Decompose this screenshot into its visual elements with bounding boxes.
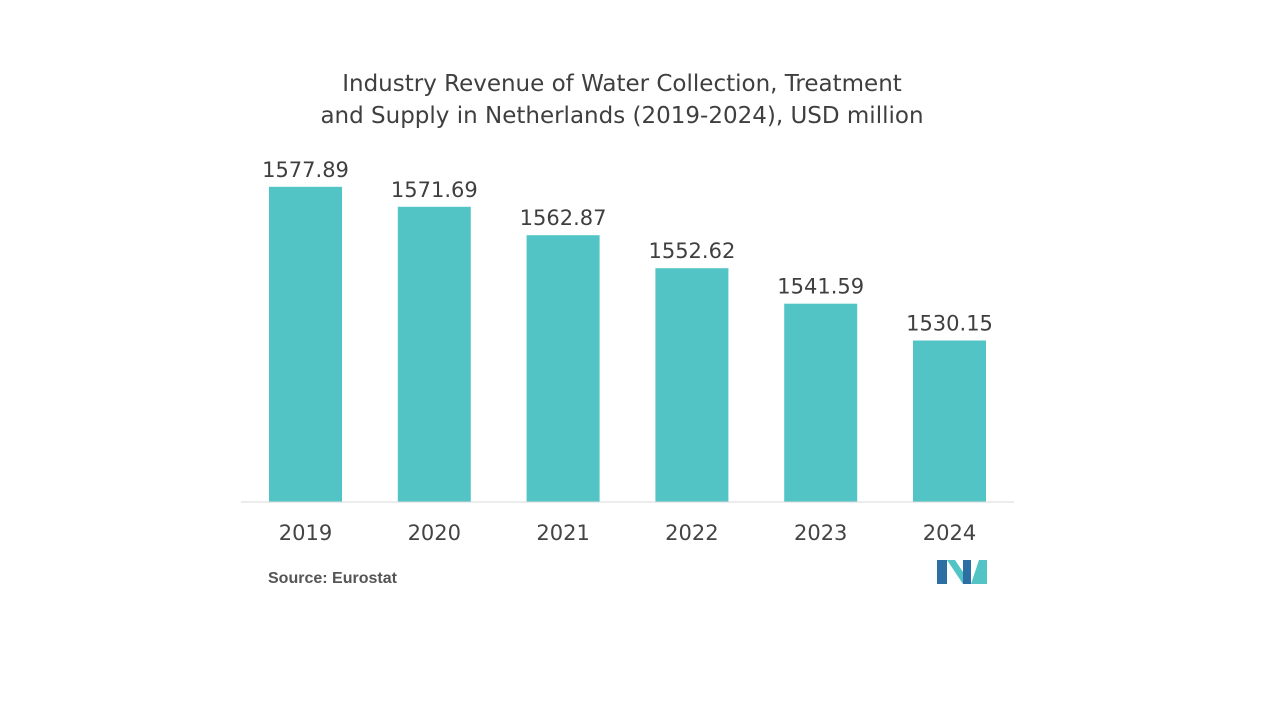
data-label-2019: 1577.89: [262, 158, 349, 182]
x-tick-label-2023: 2023: [794, 521, 847, 545]
data-label-2024: 1530.15: [906, 312, 993, 336]
labels-layer: 1577.89 2019 1571.69 2020 1562.87 2021 1552.62…: [262, 158, 993, 545]
x-tick-label-2019: 2019: [279, 521, 332, 545]
logo-shape-right-diagonal: [971, 560, 987, 584]
source-label: Source:: [268, 570, 328, 587]
chart-title-line-1: Industry Revenue of Water Collection, Tr…: [342, 71, 902, 97]
logo-shape-left: [937, 560, 947, 584]
bars-layer: [269, 186, 986, 503]
data-label-2023: 1541.59: [777, 275, 864, 299]
chart-title: Industry Revenue of Water Collection, Tr…: [0, 68, 1244, 132]
bar-2024: [913, 340, 986, 502]
x-tick-label-2020: 2020: [408, 521, 461, 545]
x-tick-label-2021: 2021: [536, 521, 589, 545]
bar-2023: [784, 303, 858, 502]
x-tick-label-2022: 2022: [665, 521, 718, 545]
data-label-2021: 1562.87: [520, 206, 607, 230]
x-tick-label-2024: 2024: [923, 521, 976, 545]
data-label-2020: 1571.69: [391, 178, 478, 202]
bar-2020: [397, 206, 471, 503]
source-value: Eurostat: [332, 570, 397, 587]
logo-shape-middle: [963, 560, 971, 584]
chart-title-line-2: and Supply in Netherlands (2019-2024), U…: [320, 103, 924, 129]
mordor-intelligence-logo-icon: [937, 560, 987, 584]
bar-2021: [526, 235, 600, 502]
bar-2022: [655, 268, 729, 502]
bar-2019: [269, 186, 342, 503]
data-label-2022: 1552.62: [648, 239, 735, 263]
source-note: Source: Eurostat: [268, 570, 397, 588]
